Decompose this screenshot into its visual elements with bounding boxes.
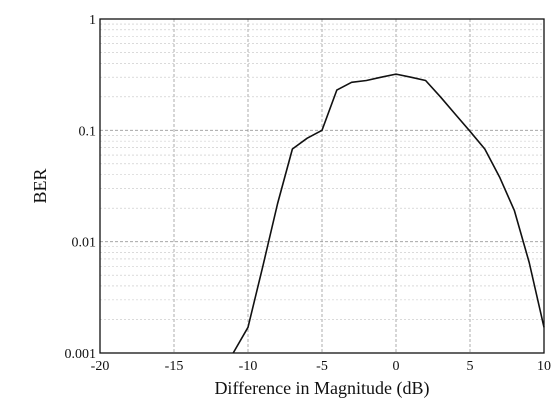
- y-tick-label: 0.1: [79, 124, 97, 139]
- y-tick-label: 0.001: [65, 347, 97, 362]
- x-tick-labels: -20 -15 -10 -5 0 5 10: [91, 359, 551, 374]
- x-tick-label: -15: [165, 359, 184, 374]
- x-axis-label: Difference in Magnitude (dB): [214, 378, 429, 399]
- x-tick-label: 10: [537, 359, 551, 374]
- y-axis-label: BER: [30, 168, 50, 203]
- x-tick-label: 5: [467, 359, 474, 374]
- plot-frame: [99, 18, 545, 354]
- series-layer: [232, 73, 545, 354]
- grid: [100, 19, 544, 353]
- y-tick-label: 0.01: [72, 236, 97, 251]
- x-tick-label: -20: [91, 359, 110, 374]
- y-tick-label: 1: [89, 13, 96, 28]
- x-tick-label: -5: [316, 359, 328, 374]
- series-line-1: [232, 73, 545, 354]
- x-tick-label: -10: [239, 359, 258, 374]
- y-tick-labels: 0.001 0.01 0.1 1: [65, 13, 97, 362]
- x-tick-label: 0: [393, 359, 400, 374]
